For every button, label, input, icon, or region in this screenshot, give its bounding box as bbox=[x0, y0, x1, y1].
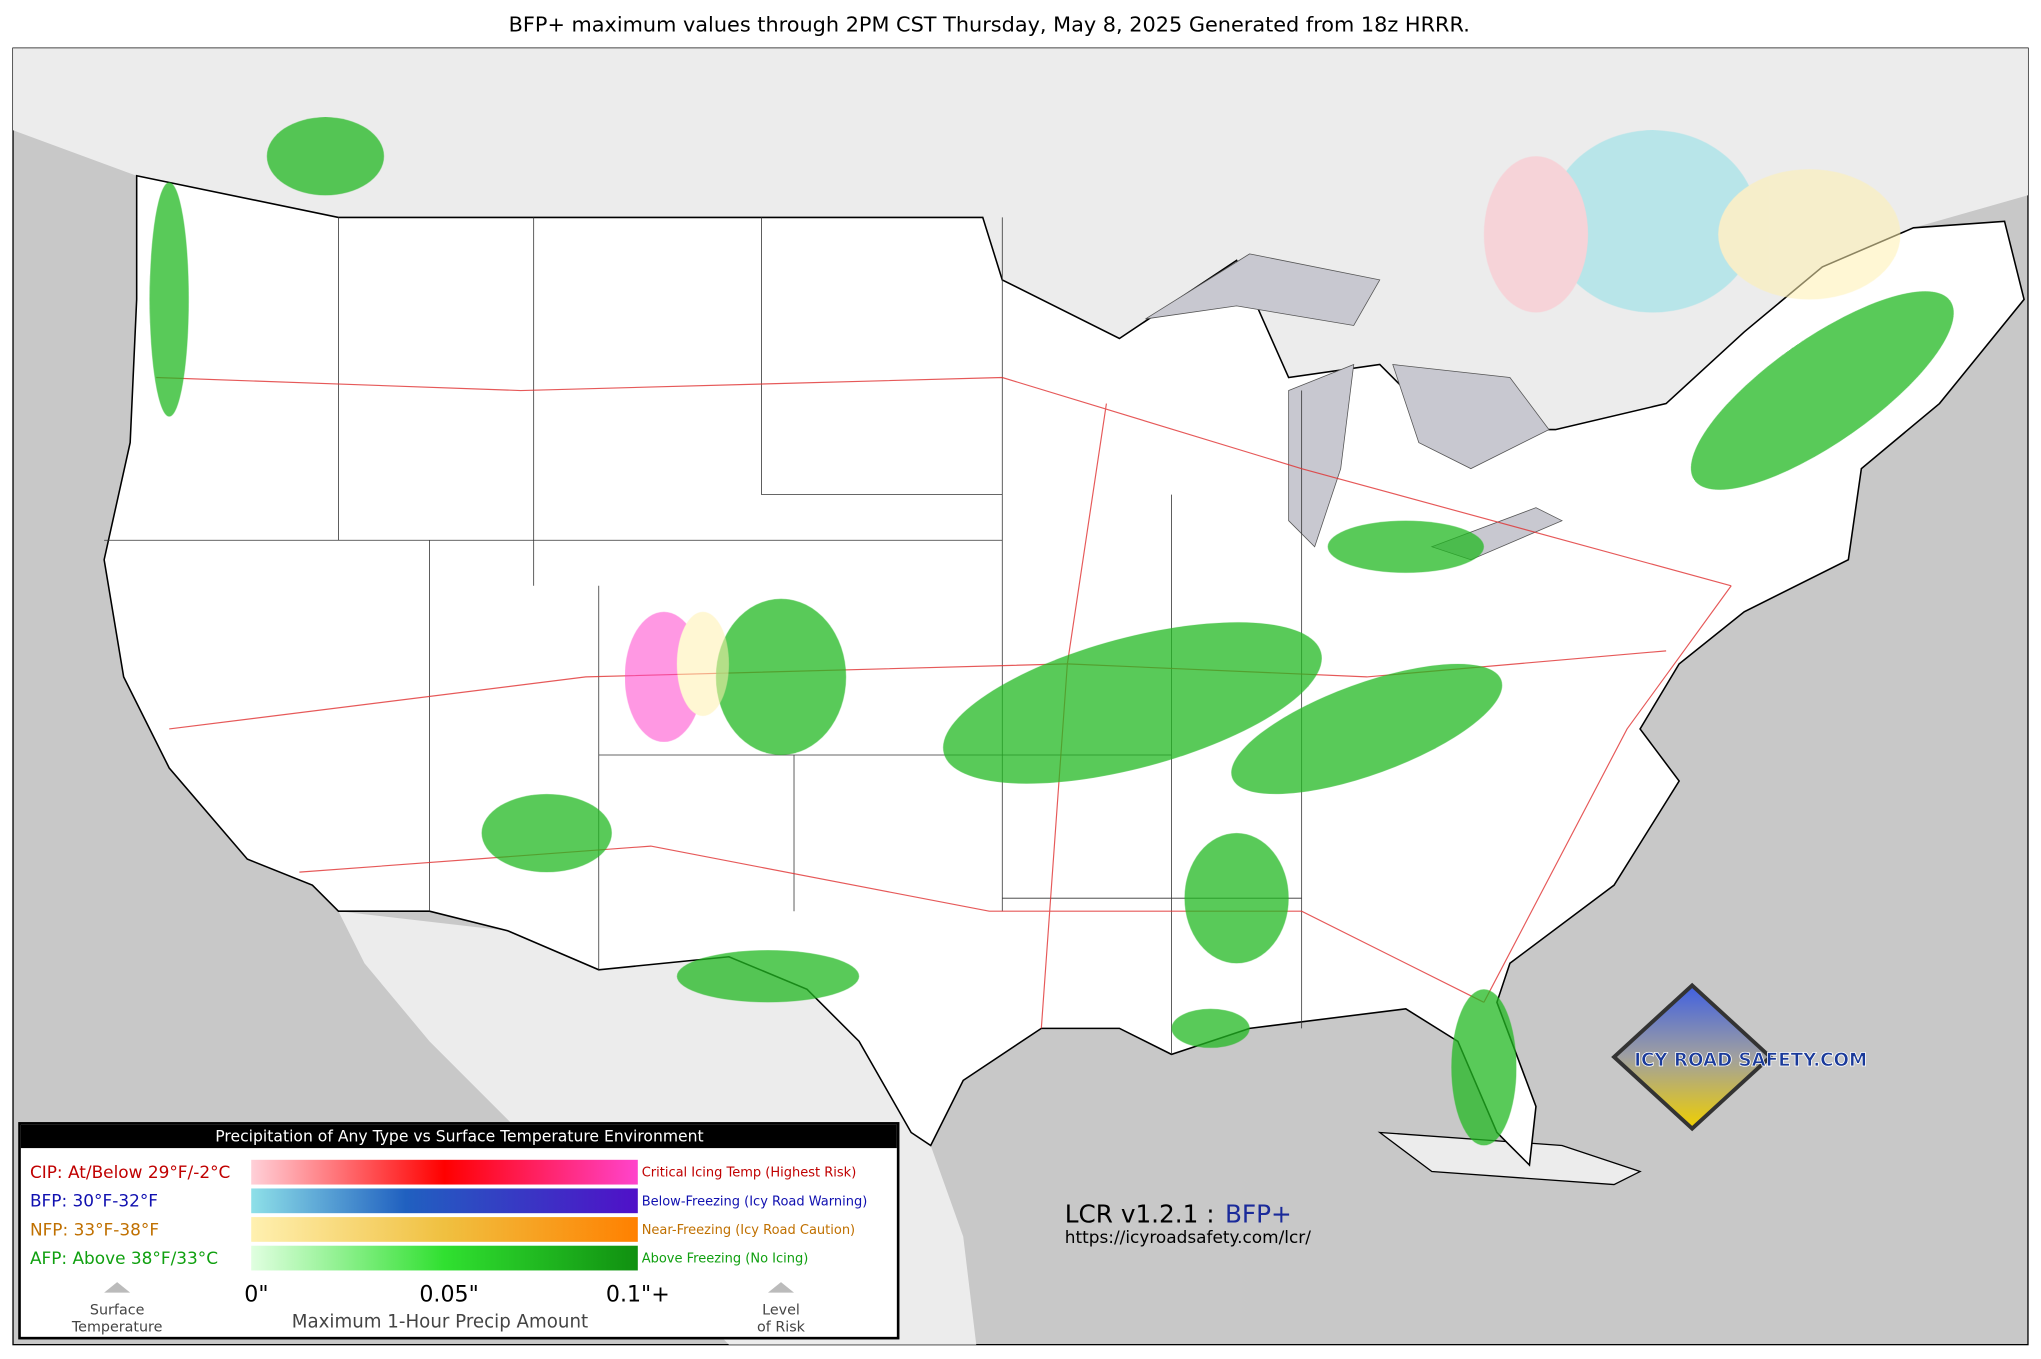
legend-title: Precipitation of Any Type vs Surface Tem… bbox=[215, 1128, 703, 1146]
legend-description: Above Freezing (No Icing) bbox=[642, 1252, 809, 1267]
product: BFP+ bbox=[1225, 1199, 1292, 1228]
legend-tick: 0.1"+ bbox=[606, 1282, 670, 1308]
legend-tick: 0.05" bbox=[419, 1282, 478, 1308]
right-marker: of Risk bbox=[757, 1320, 806, 1336]
legend-description: Near-Freezing (Icy Road Caution) bbox=[642, 1223, 855, 1238]
legend-label: BFP: 30°F-32°F bbox=[30, 1191, 158, 1211]
logo: ICY ROAD SAFETY.COM bbox=[1611, 982, 1868, 1132]
icing-areas bbox=[624, 130, 1901, 742]
legend: Precipitation of Any Type vs Surface Tem… bbox=[18, 1122, 900, 1340]
left-marker: Surface bbox=[90, 1303, 145, 1319]
legend-description: Critical Icing Temp (Highest Risk) bbox=[642, 1166, 857, 1181]
version-label: LCR v1.2.1 : BFP+ bbox=[1065, 1199, 1292, 1228]
right-marker: Level bbox=[762, 1303, 800, 1319]
legend-tick: 0" bbox=[244, 1282, 268, 1308]
legend-label: AFP: Above 38°F/33°C bbox=[30, 1248, 218, 1268]
legend-description: Below-Freezing (Icy Road Warning) bbox=[642, 1194, 868, 1209]
logo-text: ICY ROAD SAFETY.COM bbox=[1634, 1050, 1867, 1071]
great-lakes bbox=[1145, 253, 1563, 561]
map bbox=[12, 47, 2029, 1346]
left-marker: Temperature bbox=[71, 1320, 163, 1336]
title: BFP+ maximum values through 2PM CST Thur… bbox=[509, 12, 1470, 36]
precip-areas bbox=[149, 117, 1954, 1146]
state-borders bbox=[104, 217, 1303, 1055]
legend-label: NFP: 33°F-38°F bbox=[30, 1219, 159, 1239]
legend-label: CIP: At/Below 29°F/-2°C bbox=[30, 1162, 230, 1182]
url: https://icyroadsafety.com/lcr/ bbox=[1065, 1227, 1311, 1247]
canada bbox=[13, 48, 2028, 430]
version: LCR v1.2.1 : bbox=[1065, 1199, 1215, 1228]
legend-axis-label: Maximum 1-Hour Precip Amount bbox=[292, 1312, 588, 1333]
